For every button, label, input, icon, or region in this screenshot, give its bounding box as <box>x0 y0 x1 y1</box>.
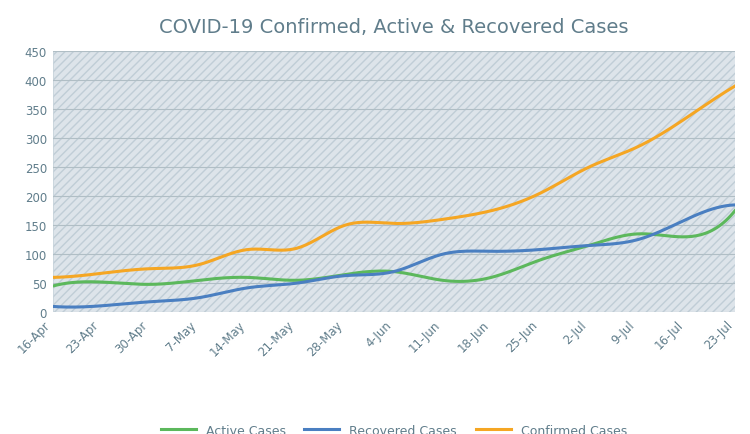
Legend: Active Cases, Recovered Cases, Confirmed Cases: Active Cases, Recovered Cases, Confirmed… <box>155 419 632 434</box>
Title: COVID-19 Confirmed, Active & Recovered Cases: COVID-19 Confirmed, Active & Recovered C… <box>159 18 628 36</box>
